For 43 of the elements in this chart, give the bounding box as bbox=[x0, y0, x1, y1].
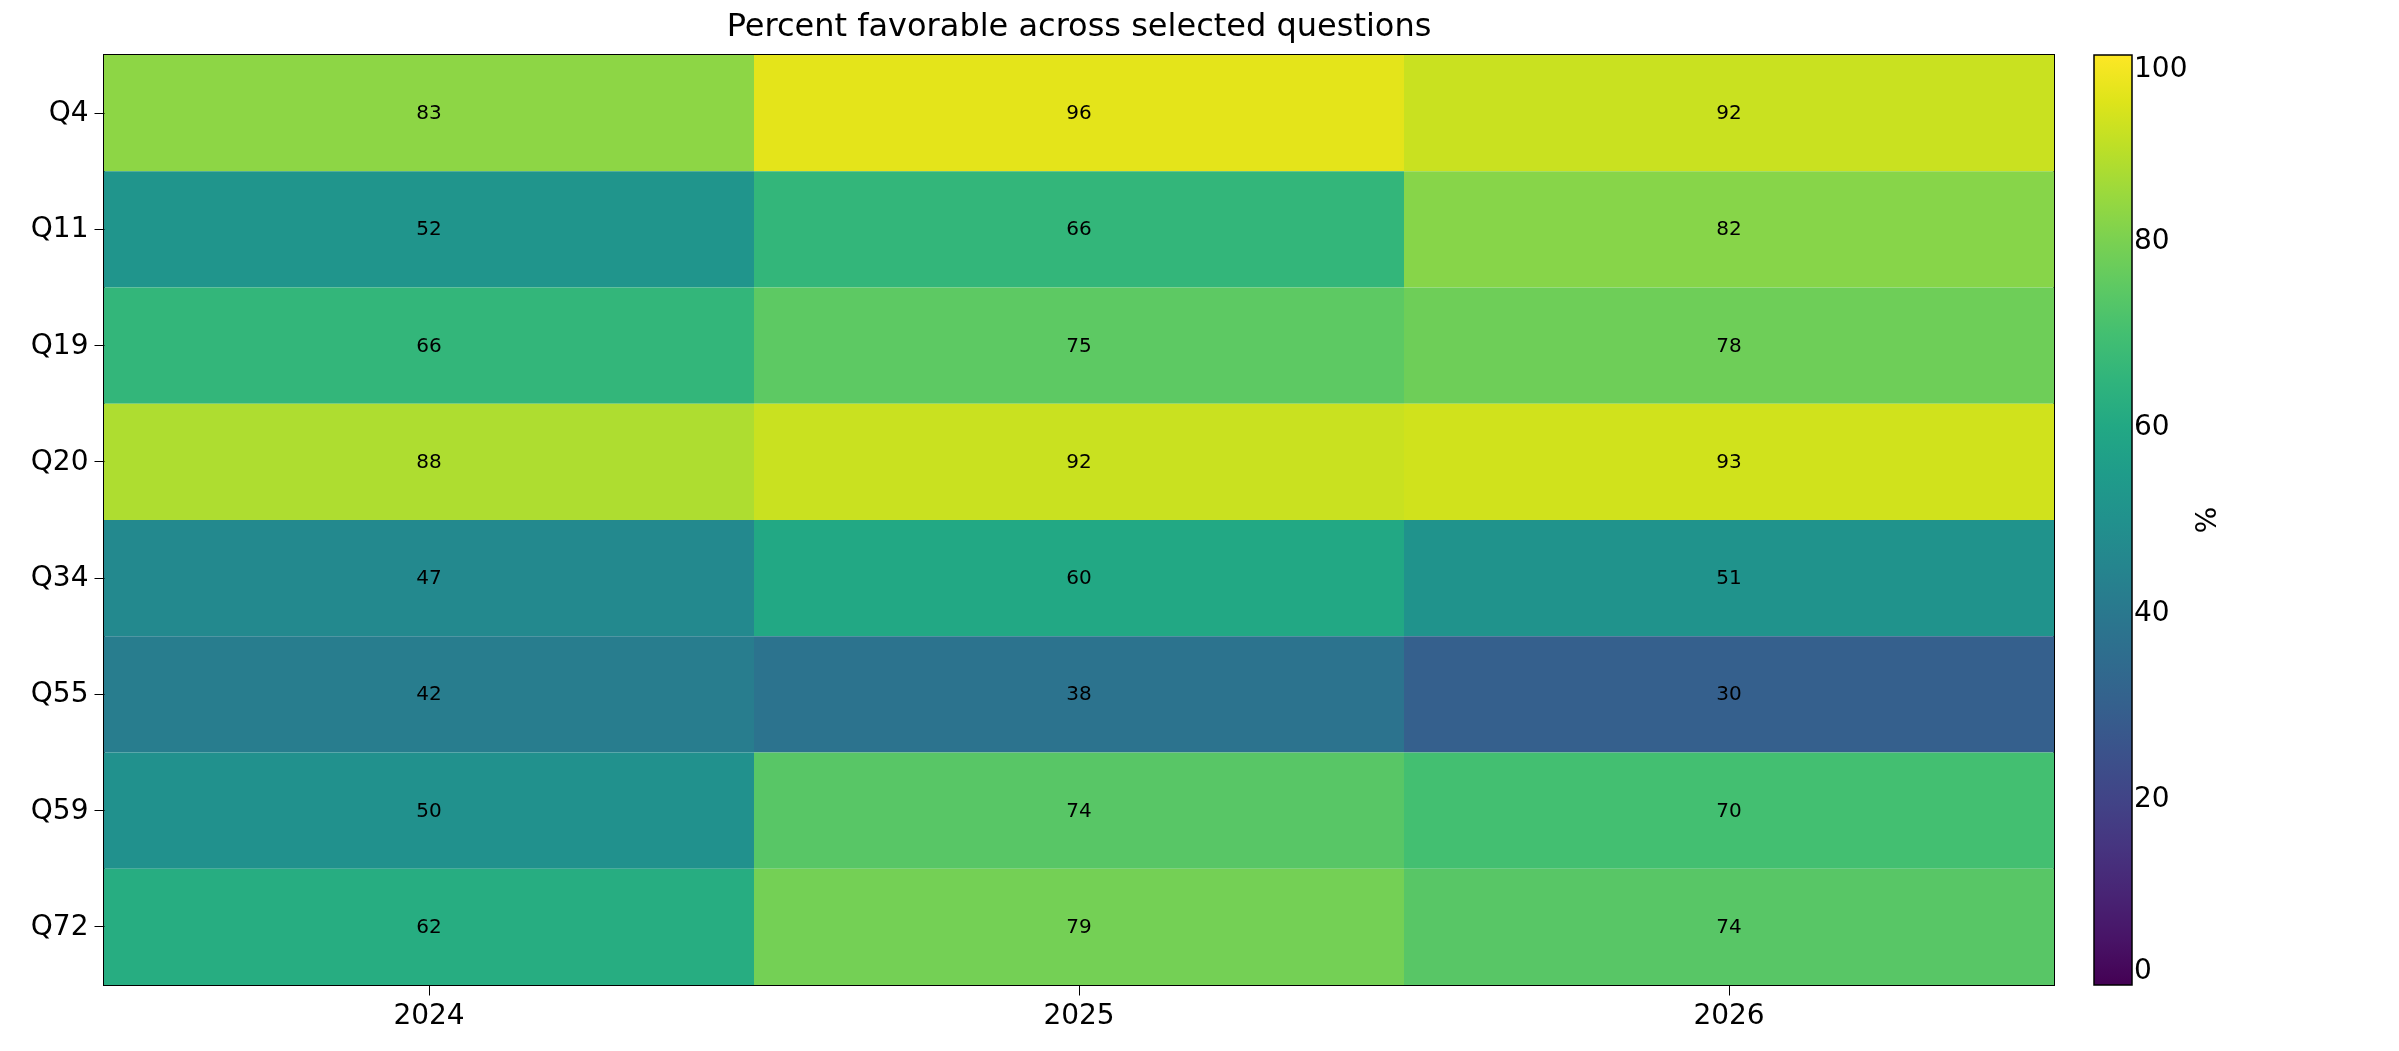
data-label: 74 bbox=[1066, 797, 1092, 822]
data-label: 30 bbox=[1716, 681, 1742, 706]
data-label: 93 bbox=[1716, 448, 1742, 473]
x-tick-label: 2024 bbox=[393, 997, 465, 1031]
data-label: 96 bbox=[1066, 100, 1092, 125]
data-label: 38 bbox=[1066, 681, 1092, 706]
color-bar-label: 60 bbox=[2134, 409, 2170, 442]
y-tick-label: Q4 bbox=[48, 95, 89, 129]
y-tick-label: Q19 bbox=[30, 327, 89, 361]
data-label: 88 bbox=[416, 448, 442, 473]
data-label: 82 bbox=[1716, 216, 1742, 241]
data-label: 62 bbox=[416, 913, 442, 938]
x-tick-label: 2025 bbox=[1043, 997, 1115, 1031]
color-bar-label: 80 bbox=[2134, 223, 2170, 256]
data-label: 74 bbox=[1716, 913, 1742, 938]
data-label: 70 bbox=[1716, 797, 1742, 822]
data-label: 79 bbox=[1066, 913, 1092, 938]
color-bar-label: 100 bbox=[2134, 51, 2188, 84]
data-label: 75 bbox=[1066, 332, 1092, 357]
data-label: 52 bbox=[416, 216, 442, 241]
data-label: 42 bbox=[416, 681, 442, 706]
color-bar-title: % bbox=[2188, 506, 2221, 534]
data-label: 51 bbox=[1716, 565, 1742, 590]
data-label: 60 bbox=[1066, 565, 1092, 590]
data-label: 47 bbox=[416, 565, 442, 590]
data-label: 92 bbox=[1066, 448, 1092, 473]
y-tick-label: Q59 bbox=[30, 792, 89, 826]
data-label: 66 bbox=[1066, 216, 1092, 241]
y-tick-label: Q20 bbox=[30, 443, 89, 477]
data-label: 83 bbox=[416, 100, 442, 125]
y-tick-label: Q72 bbox=[30, 908, 89, 942]
chart-title: Percent favorable across selected questions bbox=[726, 6, 1432, 44]
y-tick-label: Q55 bbox=[30, 676, 89, 710]
x-tick-label: 2026 bbox=[1693, 997, 1765, 1031]
data-label: 66 bbox=[416, 332, 442, 357]
y-tick-label: Q34 bbox=[30, 560, 89, 594]
y-tick-label: Q11 bbox=[30, 211, 89, 245]
color-bar-label: 40 bbox=[2134, 595, 2170, 628]
color-bar-label: 0 bbox=[2134, 953, 2152, 986]
data-label: 50 bbox=[416, 797, 442, 822]
color-bar-label: 20 bbox=[2134, 781, 2170, 814]
data-label: 92 bbox=[1716, 100, 1742, 125]
data-label: 78 bbox=[1716, 332, 1742, 357]
